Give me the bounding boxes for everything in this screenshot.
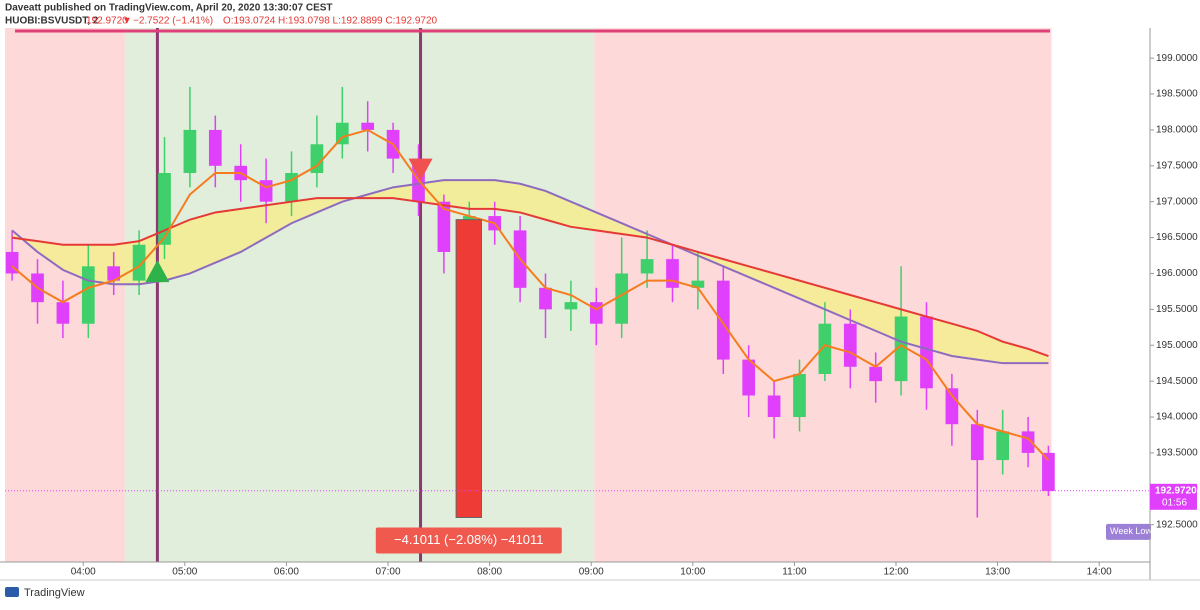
x-tick-label: 05:00 bbox=[172, 567, 197, 578]
candle-body bbox=[564, 302, 578, 310]
y-tick-label: 194.5000 bbox=[1156, 376, 1198, 387]
candle-body bbox=[666, 259, 679, 288]
cloud-fill bbox=[12, 180, 1049, 364]
y-tick-label: 193.5000 bbox=[1156, 448, 1198, 459]
candle-body bbox=[691, 280, 705, 288]
moving-average bbox=[11, 197, 1049, 357]
y-tick-label: 195.0000 bbox=[1156, 340, 1198, 351]
x-tick-label: 13:00 bbox=[985, 567, 1010, 578]
x-tick-label: 12:00 bbox=[883, 567, 908, 578]
y-tick-label: 192.5000 bbox=[1156, 519, 1198, 530]
x-tick-label: 09:00 bbox=[579, 567, 604, 578]
price: 192.9720 bbox=[86, 16, 128, 27]
x-tick-label: 04:00 bbox=[71, 567, 96, 578]
x-tick-label: 11:00 bbox=[782, 567, 807, 578]
candle-body bbox=[615, 273, 629, 324]
candle-body bbox=[920, 316, 933, 389]
candle-body bbox=[335, 122, 349, 145]
candle-body bbox=[970, 424, 984, 461]
y-tick-label: 195.5000 bbox=[1156, 304, 1198, 315]
y-tick-label: 197.0000 bbox=[1156, 196, 1198, 207]
candle-body bbox=[996, 431, 1010, 461]
y-tick-label: 194.0000 bbox=[1156, 412, 1198, 423]
x-tick-label: 06:00 bbox=[274, 567, 299, 578]
candle-body bbox=[1042, 452, 1055, 491]
candle-body bbox=[793, 373, 806, 418]
x-tick-label: 07:00 bbox=[376, 567, 401, 578]
moving-average bbox=[11, 179, 1049, 365]
candle-body bbox=[716, 280, 730, 360]
x-tick-label: 08:00 bbox=[477, 567, 502, 578]
countdown: 01:56 bbox=[1162, 497, 1187, 508]
plot: −4.1011 (−2.08%) −41011 Week Low bbox=[5, 28, 1154, 566]
candle-body bbox=[589, 302, 603, 324]
candle-body bbox=[843, 323, 857, 367]
footer: TradingView bbox=[24, 587, 85, 599]
candle-body bbox=[158, 172, 171, 245]
week-low-box bbox=[1106, 523, 1151, 540]
candle-body bbox=[539, 287, 552, 310]
candle-body bbox=[361, 122, 375, 130]
candle-body bbox=[869, 366, 883, 382]
candle-body bbox=[818, 323, 832, 374]
zone bbox=[124, 28, 595, 562]
measure-box bbox=[375, 527, 562, 554]
zone bbox=[5, 28, 125, 562]
last-price-box bbox=[1150, 483, 1197, 510]
candle-body bbox=[208, 129, 222, 166]
candle-body bbox=[767, 395, 781, 418]
candle-body bbox=[132, 244, 146, 281]
signal-marker bbox=[145, 260, 170, 283]
candle-body bbox=[81, 266, 95, 324]
y-tick-label: 196.5000 bbox=[1156, 232, 1198, 243]
candle-body bbox=[742, 359, 756, 396]
candle-body bbox=[310, 144, 324, 173]
y-tick-label: 198.0000 bbox=[1156, 125, 1198, 136]
moving-average bbox=[11, 128, 1050, 461]
ohlc: O:193.0724 H:193.0798 L:192.8899 C:192.9… bbox=[223, 16, 438, 27]
y-tick-label: 199.0000 bbox=[1156, 53, 1198, 64]
y-tick-label: 196.0000 bbox=[1156, 268, 1198, 279]
candle-body bbox=[183, 129, 197, 173]
logo bbox=[5, 587, 19, 597]
change: −2.7522 (−1.41%) bbox=[133, 16, 213, 27]
publisher: Daveatt published on TradingView.com, Ap… bbox=[5, 3, 333, 14]
last-price-label: 192.9720 bbox=[1155, 485, 1197, 496]
candle-body bbox=[640, 259, 654, 274]
week-low-label: Week Low bbox=[1110, 526, 1152, 536]
x-tick-label: 14:00 bbox=[1087, 567, 1112, 578]
candle-body bbox=[894, 316, 908, 382]
y-tick-label: 197.5000 bbox=[1156, 160, 1198, 171]
y-tick-label: 198.5000 bbox=[1156, 89, 1198, 100]
arrow: ▼ bbox=[122, 16, 132, 27]
measure-label: −4.1011 (−2.08%) −41011 bbox=[394, 532, 544, 547]
candle-body bbox=[437, 201, 451, 252]
candle-body bbox=[56, 302, 70, 324]
signal-marker bbox=[408, 158, 433, 181]
candle-body bbox=[107, 266, 121, 281]
symbol: HUOBI:BSVUSDT, 2 bbox=[5, 16, 99, 27]
measure-bar bbox=[455, 219, 482, 519]
candle-body bbox=[945, 388, 959, 425]
x-tick-label: 10:00 bbox=[680, 567, 705, 578]
candle-body bbox=[259, 180, 273, 202]
